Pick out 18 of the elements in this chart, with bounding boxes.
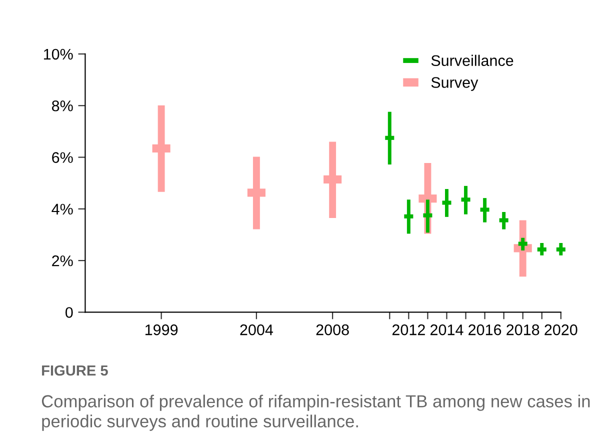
x-tick-label: 2004 <box>240 324 274 336</box>
text: Comparison of prevalence of rifampin-resistant TB among new cases in periodic surveys and routine surveillance. <box>42 394 590 431</box>
x-tick-label: 1999 <box>145 324 178 336</box>
x-tick-label: 2020 <box>544 324 578 336</box>
legend-label: Surveillance <box>431 54 514 66</box>
x-tick-label: 2014 <box>430 324 464 336</box>
y-tick-label: 2% <box>52 255 73 266</box>
y-tick-label: 0 <box>66 307 73 318</box>
x-tick-label: 2008 <box>316 324 349 336</box>
x-tick-label: 2018 <box>506 324 540 336</box>
x-tick-label: 2012 <box>392 324 425 336</box>
y-tick-label: 8% <box>52 100 73 112</box>
x-tick-label: 2016 <box>468 324 502 336</box>
caption: FIGURE 5 <box>42 365 108 376</box>
y-tick-label: 6% <box>52 152 73 163</box>
y-tick-label: 10% <box>44 48 73 60</box>
legend-label: Survey <box>431 77 478 91</box>
y-tick-label: 4% <box>52 204 73 215</box>
